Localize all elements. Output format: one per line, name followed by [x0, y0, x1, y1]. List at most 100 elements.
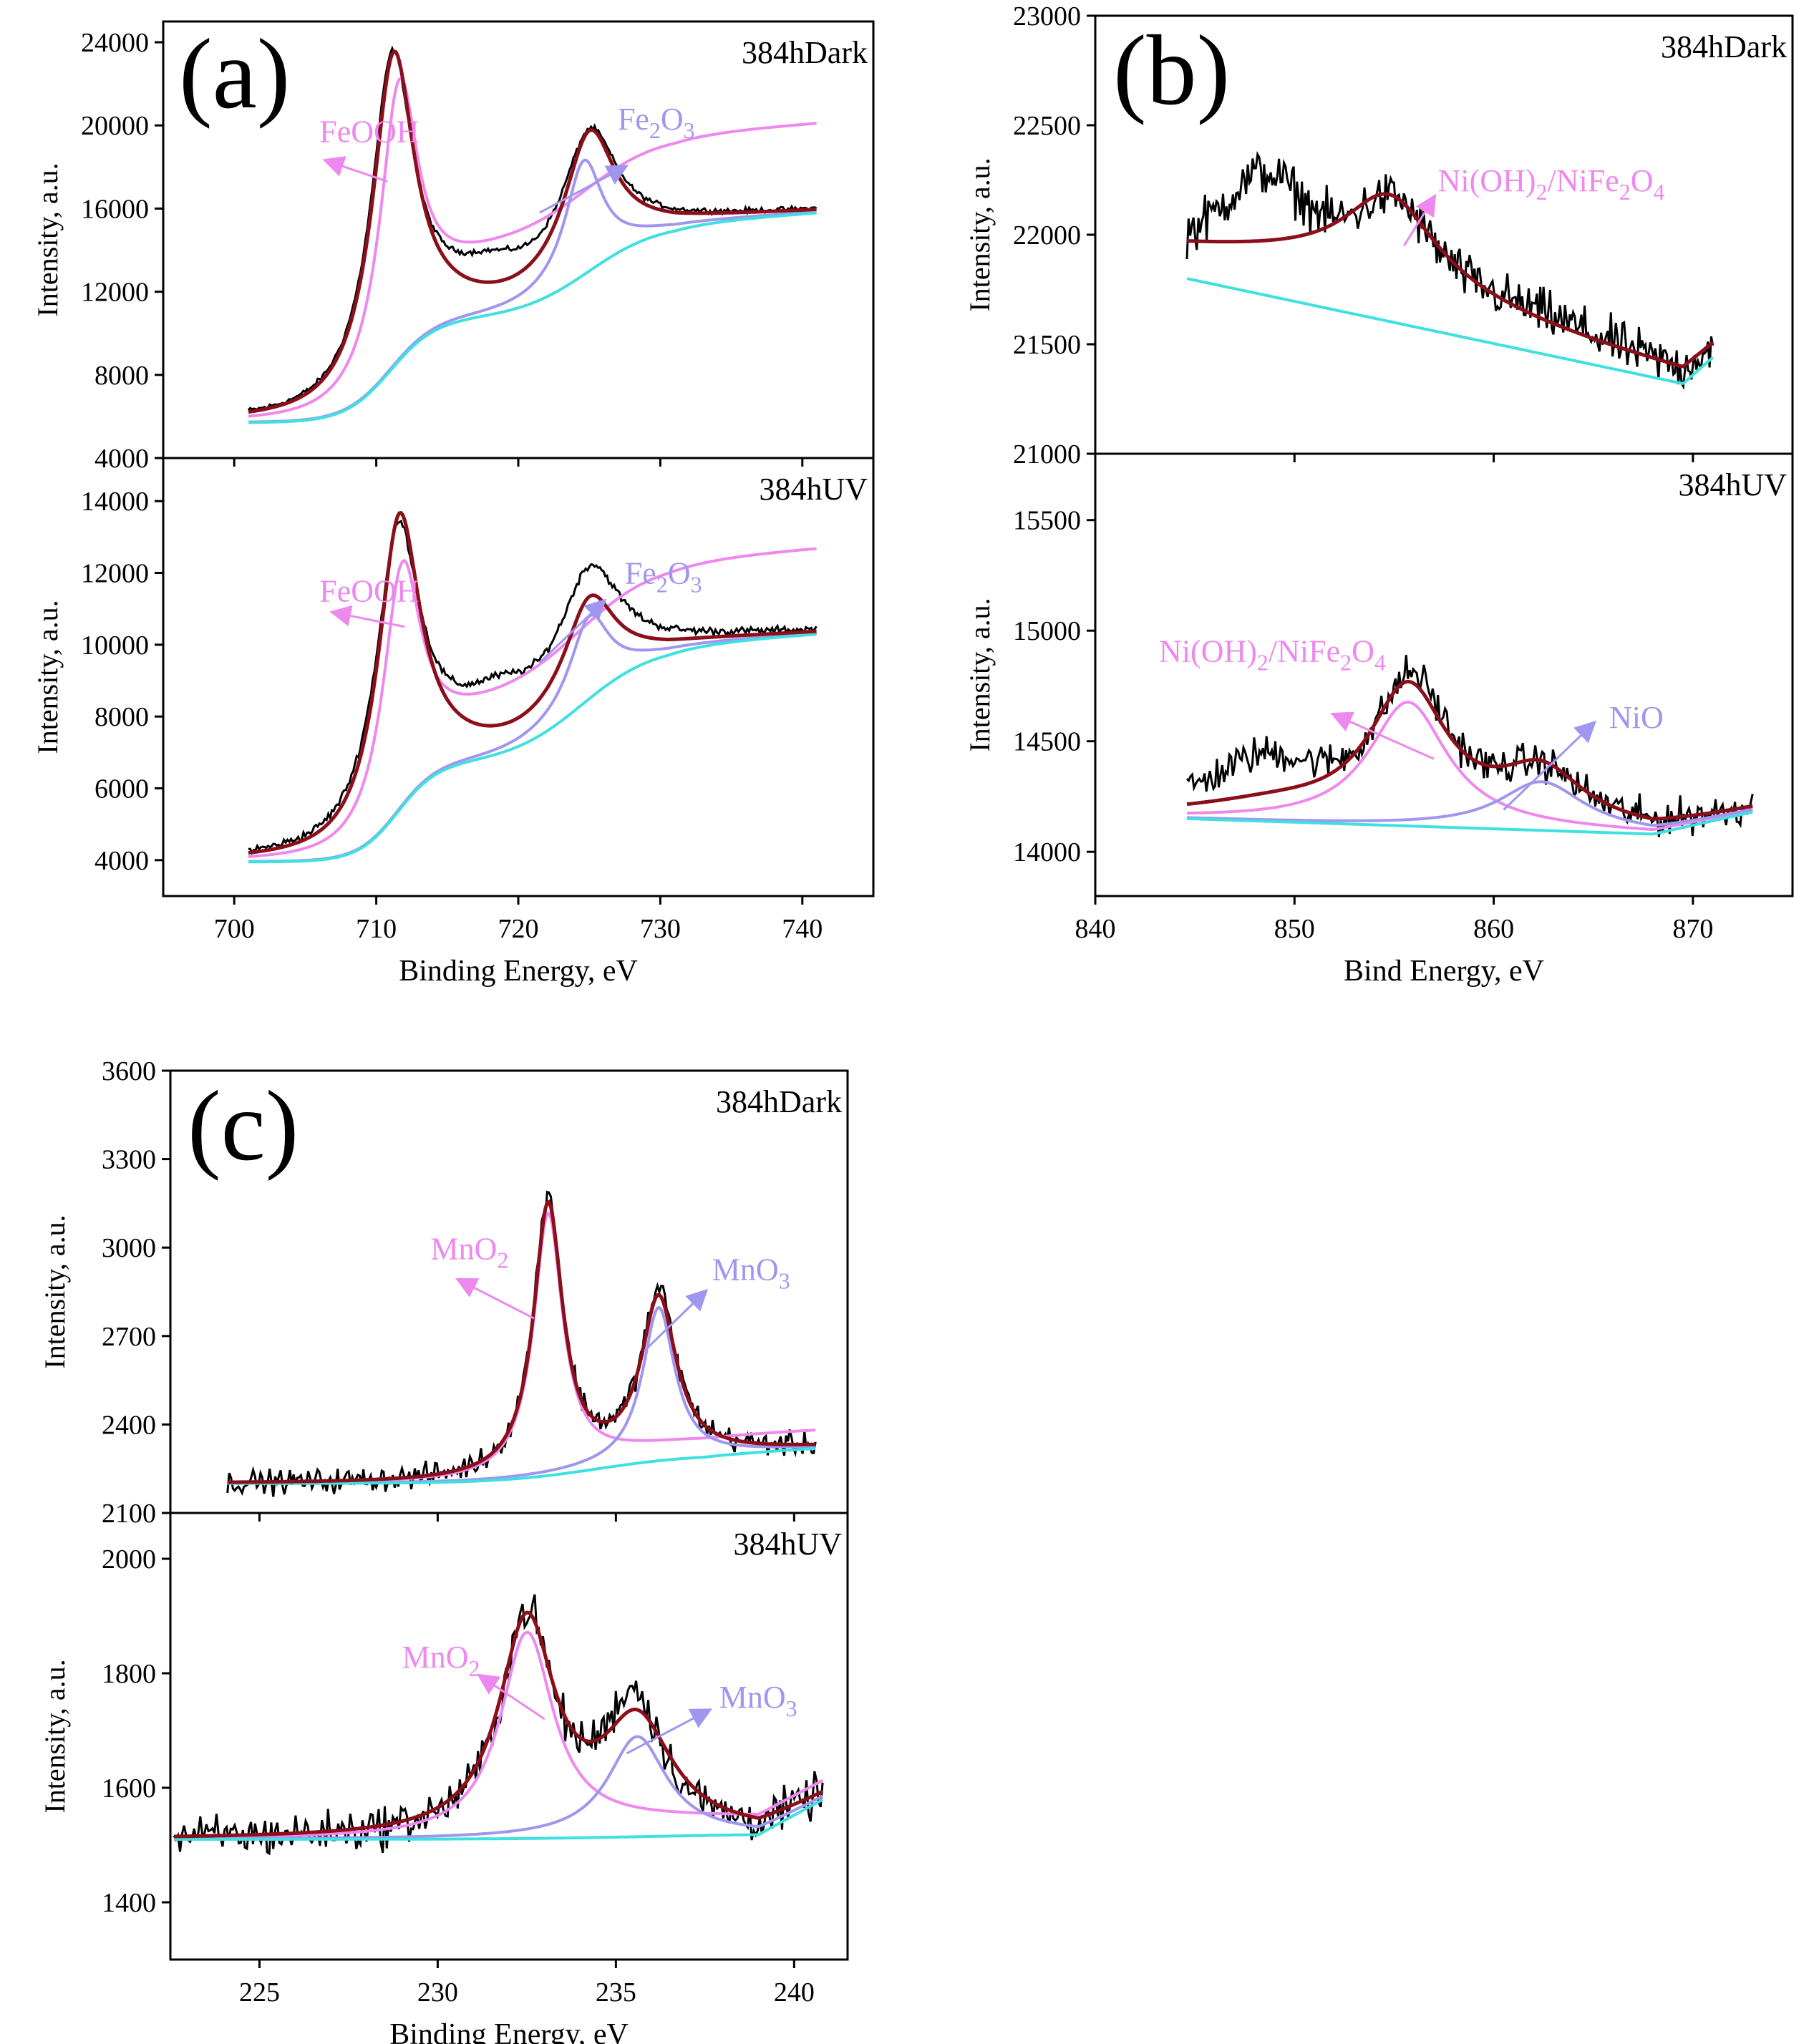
- comp1-fit: [248, 76, 817, 418]
- y-tick-label: 24000: [81, 28, 149, 58]
- raw-spectrum: [226, 1190, 817, 1497]
- x-tick-label: 740: [782, 914, 823, 944]
- y-tick-label: 1400: [102, 1888, 156, 1918]
- sample-label: 384hUV: [1678, 467, 1787, 502]
- chart-c-dark: 2100 2400 2700 3000 3300 3600 Intensity, a.u. 3…: [39, 1056, 849, 1529]
- y-tick-label: 8000: [94, 702, 149, 732]
- envelope-fit: [248, 49, 817, 414]
- y-tick-label: 3000: [102, 1233, 156, 1263]
- chart-a-dark: 4000 8000 12000 16000 20000 24000 Intensity, a…: [31, 20, 875, 474]
- annotation-label: MnO2: [402, 1640, 480, 1681]
- comp2-fit: [1186, 780, 1753, 827]
- y-tick-label: 23000: [1013, 1, 1081, 31]
- x-tick-label: 870: [1672, 914, 1713, 944]
- y-tick-label: 21000: [1013, 439, 1081, 469]
- comp1-fit: [248, 547, 817, 858]
- y-tick-label: 14500: [1013, 727, 1081, 757]
- annotation-arrow: [455, 1278, 535, 1320]
- plot-frame-b-uv: [1094, 452, 1794, 897]
- y-axis-label: Intensity, a.u.: [39, 1215, 71, 1368]
- x-tick-label: 720: [498, 914, 539, 944]
- annotation-label: NiO: [1609, 700, 1664, 735]
- panel-letter-c: (c): [188, 1071, 299, 1182]
- annotation-arrow: [538, 598, 607, 664]
- annotation-label: FeOOH: [319, 574, 419, 609]
- x-tick-label: 840: [1075, 914, 1116, 944]
- annotation-label: Fe2O3: [625, 556, 702, 598]
- y-tick-label: 14000: [1013, 837, 1081, 867]
- comp1-fit: [174, 1630, 824, 1839]
- plot-layer: 4000 8000 12000 16000 20000 24000 Intensity, a…: [31, 1, 1794, 2044]
- y-axis-label: Intensity, a.u.: [31, 600, 64, 754]
- x-tick-label: 230: [417, 1977, 458, 2008]
- annotation-arrow: [644, 1288, 709, 1352]
- x-tick-label: 235: [596, 1977, 636, 2008]
- y-axis-label: Intensity, a.u.: [31, 162, 64, 316]
- annotation-label: MnO3: [719, 1680, 797, 1721]
- x-tick-label: 860: [1473, 914, 1514, 944]
- envelope-fit: [1186, 679, 1753, 821]
- annotation-label: MnO3: [712, 1252, 790, 1294]
- annotation-arrow: [539, 165, 629, 214]
- y-tick-label: 15500: [1013, 506, 1081, 536]
- y-tick-label: 15000: [1013, 616, 1081, 646]
- panel-letter-b: (b): [1113, 15, 1230, 126]
- x-axis-label: Binding Energy, eV: [389, 2018, 629, 2044]
- raw-spectrum: [173, 1594, 824, 1856]
- sample-label: 384hUV: [733, 1527, 842, 1562]
- annotation-arrow: [1503, 720, 1597, 811]
- y-axis-label: Intensity, a.u.: [964, 598, 996, 751]
- annotation-label: MnO2: [430, 1232, 508, 1273]
- y-tick-label: 21500: [1013, 330, 1081, 360]
- envelope-fit: [248, 510, 817, 855]
- annotation-arrow: [626, 1708, 713, 1755]
- y-tick-label: 1800: [102, 1659, 156, 1689]
- sample-label: 384hDark: [1661, 29, 1787, 64]
- y-axis-label: Intensity, a.u.: [964, 157, 996, 311]
- chart-c-uv: 1400 1600 1800 2000 225 230 235 240 Intensity, a…: [39, 1512, 849, 2044]
- annotation-arrow: [1403, 193, 1437, 247]
- annotation-label: Fe2O3: [618, 102, 695, 143]
- x-tick-label: 240: [774, 1977, 815, 2008]
- annotation-label: Ni(OH)2/NiFe2O4: [1159, 633, 1386, 675]
- y-tick-label: 2700: [102, 1322, 156, 1352]
- annotation-label: Ni(OH)2/NiFe2O4: [1438, 163, 1665, 205]
- raw-spectrum: [247, 45, 818, 412]
- raw-spectrum: [1185, 151, 1714, 390]
- baseline-curve: [174, 1798, 824, 1841]
- chart-b-uv: 14000 14500 15000 15500 840 850 860 870 Intensit…: [964, 452, 1794, 988]
- x-tick-label: 730: [640, 914, 681, 944]
- annotation-arrow: [1330, 711, 1435, 760]
- x-axis-label: Binding Energy, eV: [399, 955, 638, 988]
- sample-label: 384hUV: [759, 472, 868, 507]
- y-tick-label: 12000: [81, 559, 149, 589]
- baseline-curve: [1186, 277, 1714, 385]
- y-tick-label: 22000: [1013, 220, 1081, 250]
- baseline-curve: [1186, 810, 1753, 836]
- y-tick-label: 20000: [81, 111, 149, 141]
- y-tick-label: 8000: [94, 361, 149, 391]
- y-tick-label: 2100: [102, 1499, 156, 1529]
- plot-frame-c-uv: [169, 1512, 849, 1961]
- sample-label: 384hDark: [716, 1084, 842, 1119]
- raw-spectrum: [248, 520, 818, 855]
- chart-a-uv: 4000 6000 8000 10000 12000 14000 700 710 720 730 7…: [31, 457, 875, 988]
- x-tick-label: 225: [239, 1977, 280, 2008]
- envelope-fit: [227, 1199, 816, 1484]
- annotation-arrow: [329, 605, 405, 628]
- y-tick-label: 14000: [81, 487, 149, 517]
- y-tick-label: 3300: [102, 1145, 156, 1175]
- annotation-arrow: [322, 156, 388, 183]
- comp1-fit: [1187, 701, 1753, 831]
- y-tick-label: 3600: [102, 1056, 156, 1086]
- y-tick-label: 1600: [102, 1773, 156, 1804]
- annotation-arrow: [477, 1673, 545, 1721]
- y-tick-label: 6000: [94, 774, 149, 804]
- y-tick-label: 2000: [102, 1544, 156, 1575]
- y-tick-label: 22500: [1013, 111, 1081, 141]
- x-axis-label: Bind Energy, eV: [1344, 955, 1544, 988]
- envelope-fit: [1186, 192, 1714, 369]
- y-axis-label: Intensity, a.u.: [39, 1659, 71, 1813]
- x-tick-label: 700: [214, 914, 255, 944]
